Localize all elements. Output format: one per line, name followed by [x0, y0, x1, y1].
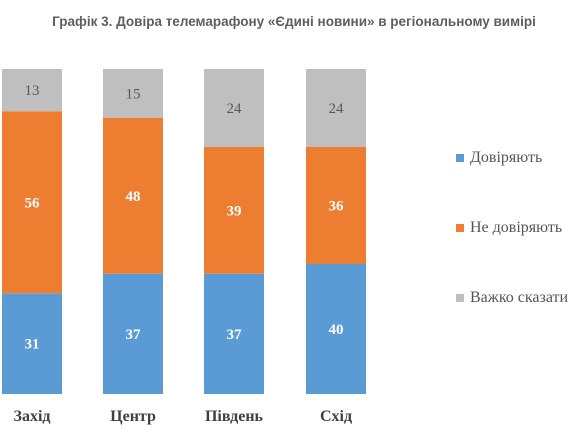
bar-segment	[204, 147, 264, 274]
data-label: 48	[126, 189, 141, 205]
bar-segment	[2, 111, 62, 294]
legend-swatch	[456, 154, 464, 162]
bar-segment	[306, 147, 366, 264]
bar-segment	[204, 69, 264, 147]
chart-title: Графік 3. Довіра телемарафону «Єдині нов…	[52, 14, 536, 29]
data-label: 24	[227, 101, 243, 117]
category-label: Південь	[205, 408, 264, 425]
data-label: 36	[329, 199, 345, 215]
legend-item: Довіряють	[456, 149, 543, 166]
legend-label: Довіряють	[470, 149, 543, 166]
data-label: 37	[126, 327, 142, 343]
data-label: 56	[25, 195, 41, 211]
data-label: 40	[329, 322, 344, 338]
category-label: Схід	[320, 408, 352, 425]
legend-item: Важко сказати	[456, 289, 569, 306]
data-label: 24	[329, 101, 345, 117]
bar-segment	[306, 264, 366, 394]
legend-swatch	[456, 224, 464, 232]
category-label: Захід	[14, 408, 51, 425]
legend-item: Не довіряють	[456, 219, 563, 236]
data-label: 31	[25, 337, 40, 353]
legend-swatch	[456, 294, 464, 302]
bar-segment	[2, 293, 62, 394]
bar-segment	[103, 117, 163, 274]
legend-label: Не довіряють	[470, 219, 563, 236]
data-label: 37	[227, 327, 243, 343]
data-label: 15	[126, 86, 141, 102]
bar-segment	[2, 69, 62, 112]
category-label: Центр	[110, 408, 156, 425]
legend-label: Важко сказати	[470, 289, 569, 306]
bar-segment	[306, 69, 366, 147]
bar-segment	[103, 273, 163, 394]
bar-segment	[204, 273, 264, 394]
bar-segment	[103, 69, 163, 118]
data-label: 39	[227, 203, 242, 219]
data-label: 13	[25, 83, 40, 99]
